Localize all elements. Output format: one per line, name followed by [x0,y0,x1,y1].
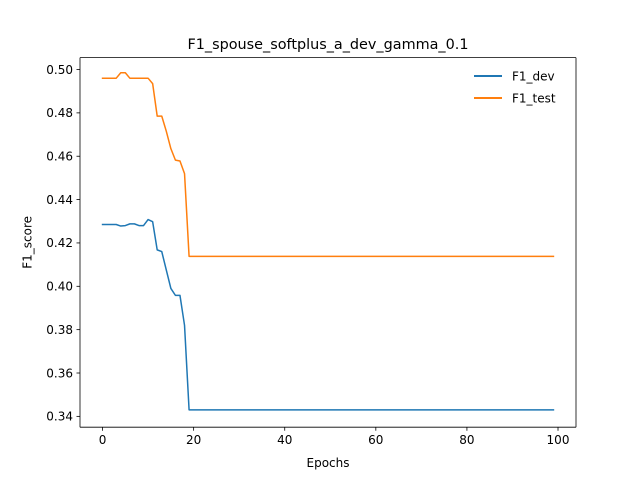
x-tick-label: 60 [368,433,383,447]
legend: F1_dev F1_test [474,70,556,106]
y-tick-label: 0.44 [46,193,73,207]
x-tick-label: 40 [277,433,292,447]
y-tick-label: 0.38 [46,323,73,337]
y-axis-ticks: 0.34 0.36 0.38 0.40 0.42 0.44 0.46 0.48 0.50 [46,63,80,424]
y-tick-label: 0.48 [46,106,73,120]
x-tick-label: 80 [459,433,474,447]
x-tick-label: 100 [547,433,570,447]
x-tick-label: 0 [99,433,107,447]
y-tick-label: 0.46 [46,150,73,164]
y-tick-label: 0.34 [46,410,73,424]
y-axis-label: F1_score [21,216,35,269]
y-tick-label: 0.36 [46,366,73,380]
x-axis-ticks: 0 20 40 60 80 100 [99,427,570,447]
x-tick-label: 20 [186,433,201,447]
y-tick-label: 0.42 [46,236,73,250]
series-line-f1-dev [101,218,555,411]
legend-label-f1-dev: F1_dev [512,70,555,84]
axes-frame [79,57,577,428]
legend-label-f1-test: F1_test [512,92,556,106]
x-axis-label: Epochs [307,456,350,470]
y-tick-label: 0.50 [46,63,73,77]
series-line-f1-test [101,72,555,258]
plot-area [80,57,576,428]
chart-title: F1_spouse_softplus_a_dev_gamma_0.1 [187,37,468,53]
y-tick-label: 0.40 [46,280,73,294]
series-layer [101,72,555,411]
